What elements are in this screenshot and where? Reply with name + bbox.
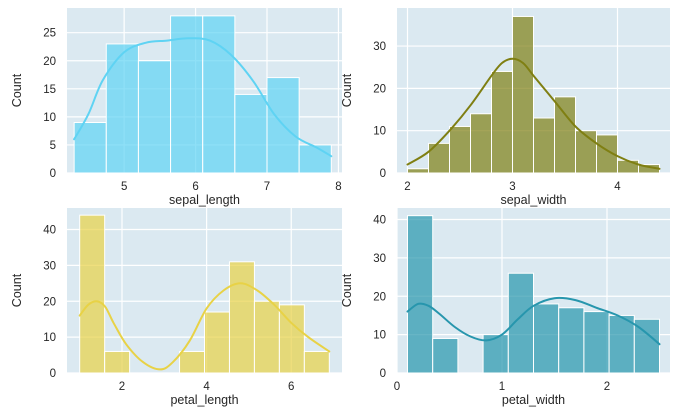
y-axis-label: Count — [10, 273, 24, 307]
histogram-bar — [234, 93, 268, 174]
y-tick-label: 10 — [373, 126, 386, 138]
chart-panel-sepal-length: 5 6 7 8 0 5 10 15 20 25 sepal_length Count — [10, 8, 342, 207]
x-tick-label: 0 — [394, 381, 400, 393]
histogram-bar — [533, 117, 555, 174]
y-tick-label: 20 — [43, 56, 56, 68]
y-tick-label: 20 — [373, 291, 386, 303]
histogram-bar — [575, 130, 597, 174]
x-tick-label: 4 — [614, 181, 621, 193]
histogram-bar — [253, 300, 280, 374]
histogram-bar — [491, 70, 513, 174]
histogram-bar — [105, 43, 139, 174]
histogram-bar — [558, 307, 585, 374]
x-tick-label: 1 — [499, 381, 505, 393]
x-axis-label: petal_width — [502, 393, 565, 407]
kde-line — [406, 296, 661, 346]
y-tick-label: 0 — [50, 368, 56, 380]
histogram-bar — [407, 215, 434, 374]
y-axis-label: Count — [10, 73, 24, 107]
histogram-bar — [432, 337, 459, 374]
histogram-bar — [298, 144, 332, 174]
histogram-bar — [204, 311, 230, 374]
histogram-bar — [533, 303, 560, 374]
histogram-bar — [554, 96, 576, 174]
x-tick-label: 2 — [119, 381, 125, 393]
histogram-bar — [303, 350, 330, 374]
histogram-bar — [104, 350, 131, 374]
histogram-bar — [137, 60, 172, 174]
histogram-bar — [507, 272, 534, 374]
kde-line — [73, 37, 333, 158]
histogram-bar — [617, 159, 639, 174]
y-tick-label: 10 — [373, 330, 386, 342]
histogram-bar — [179, 350, 206, 374]
y-tick-label: 15 — [43, 84, 56, 96]
x-axis-label: sepal_length — [169, 193, 240, 207]
histogram-bar — [596, 134, 618, 174]
y-tick-label: 5 — [50, 140, 56, 152]
y-tick-label: 40 — [43, 225, 56, 237]
chart-panel-sepal-width: 2 3 4 0 10 20 30 sepal_width Count — [340, 8, 670, 207]
x-tick-label: 2 — [404, 181, 410, 193]
y-tick-label: 20 — [373, 83, 386, 95]
histogram-bar — [278, 304, 305, 374]
chart-panel-petal-length: 2 4 6 0 10 20 30 40 petal_length Count — [10, 208, 342, 407]
y-tick-label: 20 — [43, 296, 56, 308]
histogram-bar — [512, 15, 534, 174]
kde-line — [406, 57, 661, 170]
histogram-bar — [608, 314, 635, 374]
histogram-bar — [170, 15, 204, 174]
y-tick-label: 25 — [43, 28, 56, 40]
y-axis-label: Count — [340, 73, 354, 107]
histogram-bar — [633, 318, 660, 374]
y-tick-label: 30 — [43, 260, 56, 272]
y-tick-label: 40 — [373, 215, 386, 227]
x-axis-label: petal_length — [170, 393, 238, 407]
y-axis-label: Count — [340, 273, 354, 307]
y-tick-label: 0 — [380, 368, 386, 380]
x-tick-label: 6 — [192, 181, 198, 193]
histogram-bar — [583, 311, 610, 374]
x-tick-label: 3 — [509, 181, 515, 193]
y-tick-label: 30 — [373, 41, 386, 53]
x-axis-label: sepal_width — [500, 193, 566, 207]
x-tick-label: 5 — [121, 181, 127, 193]
kde-line — [78, 282, 331, 371]
y-tick-label: 10 — [43, 332, 56, 344]
x-tick-label: 4 — [203, 381, 210, 393]
y-tick-label: 0 — [380, 168, 386, 180]
y-tick-label: 10 — [43, 112, 56, 124]
x-tick-label: 6 — [288, 381, 294, 393]
histogram-bar — [407, 168, 429, 174]
histogram-bar — [202, 15, 236, 174]
x-tick-label: 8 — [335, 181, 341, 193]
x-tick-label: 7 — [264, 181, 270, 193]
histogram-bar — [449, 125, 471, 174]
histogram-bar — [470, 113, 492, 174]
histogram-bar — [79, 214, 106, 374]
y-tick-label: 0 — [50, 168, 56, 180]
histogram-bar — [228, 261, 255, 374]
x-tick-label: 2 — [604, 381, 610, 393]
y-tick-label: 30 — [373, 253, 386, 265]
